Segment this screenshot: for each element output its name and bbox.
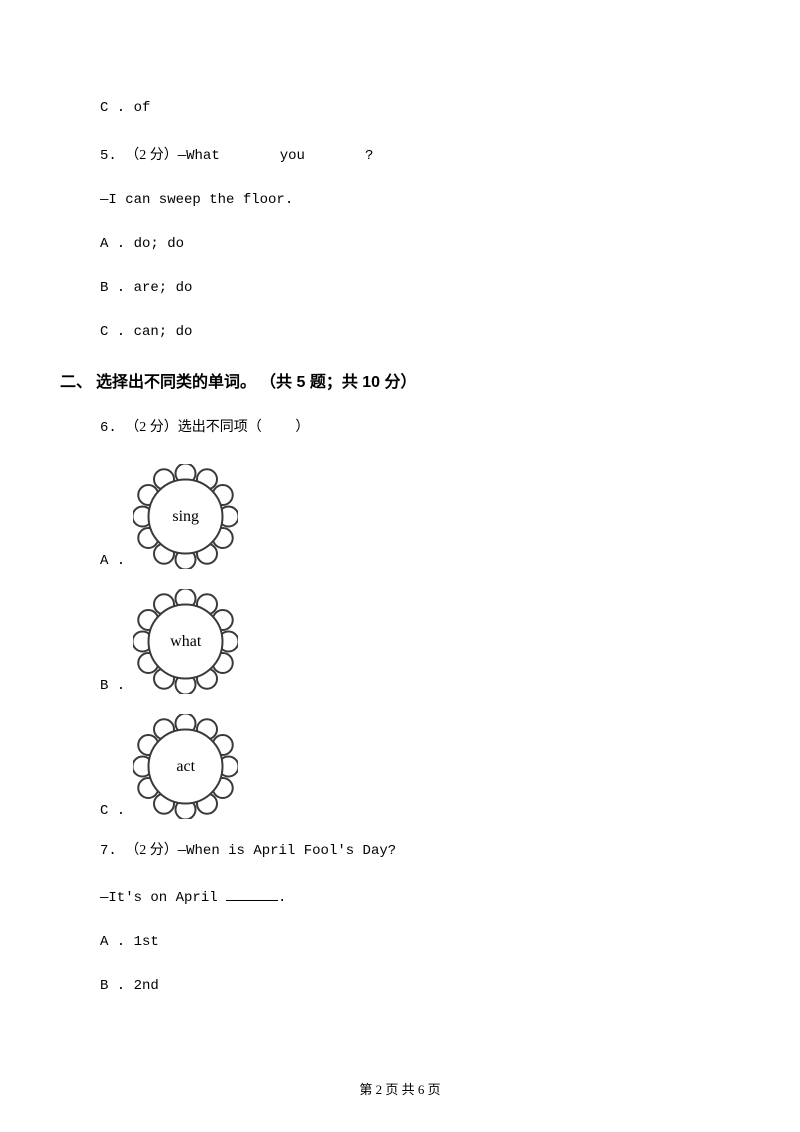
q7-num: 7. xyxy=(100,843,125,859)
q6-points: （2 分） xyxy=(125,420,178,435)
q7-prompt-text: —When is April Fool's Day? xyxy=(178,843,396,859)
q7-option-b: B . 2nd xyxy=(100,978,740,994)
section-2-header: 二、 选择出不同类的单词。 （共 5 题；共 10 分） xyxy=(60,368,740,392)
q7-resp-prefix: —It's on April xyxy=(100,890,226,906)
q7-blank xyxy=(226,887,278,901)
q5-num: 5. xyxy=(100,148,125,164)
q6-opt-c-word: act xyxy=(176,758,195,776)
q6-opt-b-word: what xyxy=(170,633,201,651)
page-number: 第 2 页 共 6 页 xyxy=(359,1082,440,1097)
q7-response: —It's on April . xyxy=(100,887,740,906)
page-footer: 第 2 页 共 6 页 xyxy=(0,1079,800,1098)
q5-points: （2 分） xyxy=(125,148,178,163)
q5-p3: ? xyxy=(365,148,373,164)
flower-badge-b: what xyxy=(133,589,238,694)
flower-badge-a: sing xyxy=(133,464,238,569)
section-2-num: 二、 xyxy=(60,374,92,391)
section-2-content: 6. （2 分）选出不同项（ ） A . sing B . what xyxy=(60,416,740,994)
q5-option-a: A . do; do xyxy=(100,236,740,252)
q5-p1: —What xyxy=(178,148,220,164)
q6-prompt-end: ） xyxy=(295,420,309,435)
q5-option-c: C . can; do xyxy=(100,324,740,340)
q7-option-a: A . 1st xyxy=(100,934,740,950)
q7-prompt: 7. （2 分）—When is April Fool's Day? xyxy=(100,839,740,859)
q6-opt-c-label: C . xyxy=(100,803,125,819)
q6-option-c-row: C . act xyxy=(100,714,740,819)
exam-content: C . of 5. （2 分）—What you? —I can sweep th… xyxy=(60,100,740,340)
q6-num: 6. xyxy=(100,420,125,436)
section-2-meta: （共 5 题；共 10 分） xyxy=(260,374,416,391)
q5-prompt: 5. （2 分）—What you? xyxy=(100,144,740,164)
section-2-title: 选择出不同类的单词。 xyxy=(96,374,256,391)
q6-option-b-row: B . what xyxy=(100,589,740,694)
q6-prompt-text: 选出不同项（ xyxy=(178,420,262,435)
q5-response: —I can sweep the floor. xyxy=(100,192,740,208)
q5-option-b: B . are; do xyxy=(100,280,740,296)
q5-p2: you xyxy=(280,148,305,164)
q7-resp-suffix: . xyxy=(278,890,286,906)
q6-opt-a-word: sing xyxy=(172,508,199,526)
q6-opt-a-label: A . xyxy=(100,553,125,569)
q4-option-c: C . of xyxy=(100,100,740,116)
q6-prompt: 6. （2 分）选出不同项（ ） xyxy=(100,416,740,436)
q6-option-a-row: A . sing xyxy=(100,464,740,569)
q7-points: （2 分） xyxy=(125,843,178,858)
flower-badge-c: act xyxy=(133,714,238,819)
q6-opt-b-label: B . xyxy=(100,678,125,694)
